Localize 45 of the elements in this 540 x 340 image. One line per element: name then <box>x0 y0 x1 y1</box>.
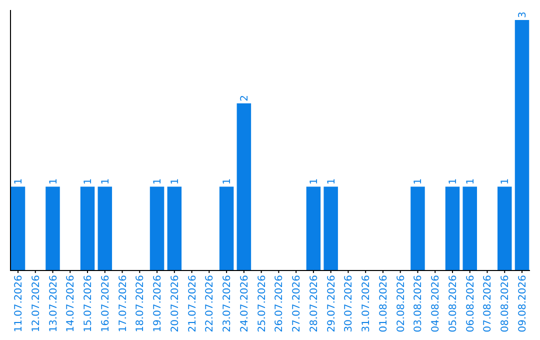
x-tick-label: 15.07.2026 <box>83 275 94 332</box>
data-label: 1 <box>448 178 459 185</box>
x-tick-label: 09.08.2026 <box>518 275 529 332</box>
x-tick-label: 22.07.2026 <box>204 275 216 332</box>
x-tick-label: 16.07.2026 <box>100 275 112 332</box>
x-tick-label: 26.07.2026 <box>274 275 286 332</box>
x-tick-label: 23.07.2026 <box>222 275 234 332</box>
data-label: 1 <box>48 178 60 185</box>
x-tick-label: 24.07.2026 <box>239 275 250 332</box>
data-label: 1 <box>100 178 112 185</box>
data-label: 1 <box>152 178 164 185</box>
x-tick-label: 06.08.2026 <box>465 275 476 332</box>
data-label: 1 <box>326 178 338 185</box>
x-tick-label: 30.07.2026 <box>344 275 355 332</box>
data-label: 1 <box>83 178 94 185</box>
x-tick-label: 07.08.2026 <box>482 275 494 332</box>
x-tick-label: 03.08.2026 <box>413 275 424 332</box>
data-label: 1 <box>500 178 512 185</box>
x-tick-label: 11.07.2026 <box>13 275 24 332</box>
data-label: 1 <box>413 178 424 185</box>
x-tick-label: 01.08.2026 <box>378 275 390 332</box>
x-tick-label: 20.07.2026 <box>170 275 181 332</box>
x-tick-label: 19.07.2026 <box>152 275 164 332</box>
x-tick-label: 21.07.2026 <box>187 275 198 332</box>
x-tick-label: 05.08.2026 <box>448 275 459 332</box>
x-tick-label: 31.07.2026 <box>361 275 372 332</box>
data-label: 1 <box>308 178 320 185</box>
data-label: 1 <box>465 178 476 185</box>
x-tick-label: 25.07.2026 <box>256 275 268 332</box>
data-label: 1 <box>170 178 181 185</box>
data-label: 1 <box>222 178 234 185</box>
x-tick-label: 14.07.2026 <box>66 275 77 332</box>
data-label: 3 <box>518 12 529 18</box>
x-tick-label: 13.07.2026 <box>48 275 60 332</box>
x-tick-label: 29.07.2026 <box>326 275 338 332</box>
x-tick-label: 04.08.2026 <box>430 275 442 332</box>
x-tick-label: 17.07.2026 <box>118 275 129 332</box>
x-tick-label: 18.07.2026 <box>135 275 146 332</box>
data-label: 2 <box>239 94 250 102</box>
x-tick-label: 27.07.2026 <box>292 275 303 332</box>
x-tick-label: 28.07.2026 <box>308 275 320 332</box>
x-tick-label: 12.07.2026 <box>30 275 42 332</box>
data-label: 1 <box>13 178 24 185</box>
x-tick-label: 08.08.2026 <box>500 275 512 332</box>
x-tick-label: 02.08.2026 <box>396 275 407 332</box>
